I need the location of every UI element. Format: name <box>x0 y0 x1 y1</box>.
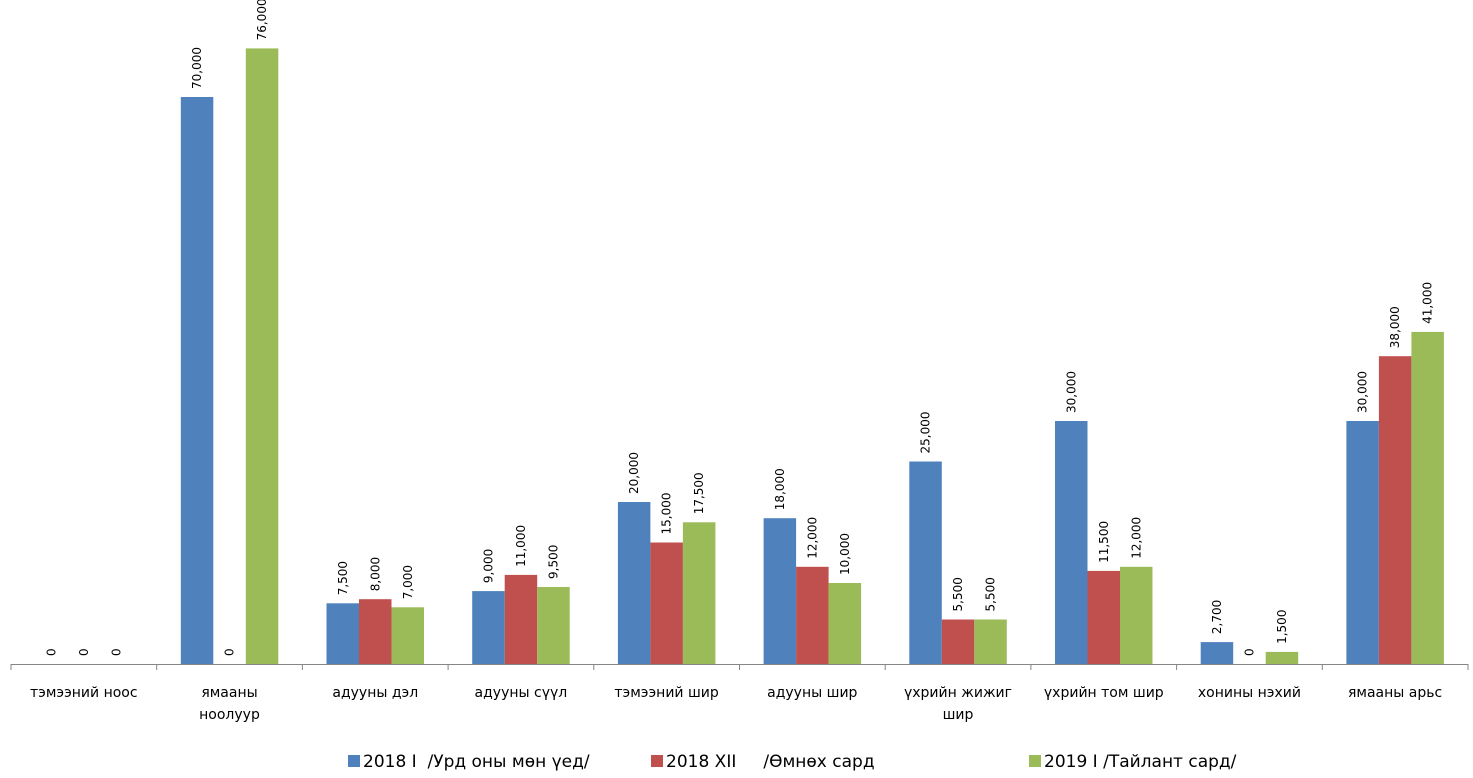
x-tick-label: хонины нэхий <box>1198 685 1301 701</box>
bar <box>326 603 359 665</box>
bar <box>763 518 797 664</box>
data-label: 12,000 <box>805 517 819 559</box>
bar <box>1200 642 1234 664</box>
bar <box>391 607 424 664</box>
data-label: 1,500 <box>1275 610 1289 644</box>
data-label: 17,500 <box>692 472 706 514</box>
x-tick-label: тэмээний шир <box>614 685 718 701</box>
bar <box>359 599 392 664</box>
data-label: 0 <box>77 648 91 656</box>
x-tick-label: ямааны арьс <box>1348 685 1442 701</box>
data-label: 9,000 <box>481 549 495 583</box>
data-label: 11,000 <box>514 525 528 567</box>
data-label: 5,500 <box>984 577 998 611</box>
x-tick-label: үхрийн жижиг <box>904 685 1012 701</box>
bar <box>472 591 505 664</box>
bar <box>974 619 1007 664</box>
bar <box>537 587 570 664</box>
data-label: 76,000 <box>255 0 269 40</box>
data-label: 30,000 <box>1356 371 1370 413</box>
bar <box>245 48 279 664</box>
bar <box>828 583 862 664</box>
bar <box>909 461 942 664</box>
bar <box>1346 421 1379 664</box>
data-label: 7,500 <box>336 561 350 595</box>
data-label: 0 <box>1242 648 1256 656</box>
data-label: 38,000 <box>1388 306 1402 348</box>
data-label: 20,000 <box>627 452 641 494</box>
data-label: 0 <box>44 648 58 656</box>
x-axis: тэмээний ноос ямааны ноолуур адууны дэл адуу… <box>10 664 1469 723</box>
legend-label: 2018 XII /Өмнөх сард <box>666 752 875 772</box>
x-tick-label: үхрийн том шир <box>1044 685 1164 701</box>
bars-layer <box>180 48 1444 665</box>
data-label: 0 <box>109 648 123 656</box>
x-tick-label: шир <box>943 707 974 723</box>
bar <box>1087 570 1120 664</box>
legend-label: 2019 I /Тайлант сард/ <box>1044 752 1237 772</box>
data-label: 12,000 <box>1129 517 1143 559</box>
bar <box>1120 566 1153 664</box>
x-tick-label: адууны шир <box>767 685 857 701</box>
bar <box>1411 331 1444 664</box>
bar <box>1055 421 1088 664</box>
bar <box>796 566 829 664</box>
data-labels-layer: 0 0 0 70,000 0 76,000 7,500 8,000 7,000 9,000 11,0… <box>44 0 1434 656</box>
x-tick-label: адууны дэл <box>332 685 418 701</box>
data-label: 11,500 <box>1097 521 1111 563</box>
bar <box>180 97 214 664</box>
data-label: 8,000 <box>368 557 382 591</box>
data-label: 9,500 <box>546 545 560 579</box>
data-label: 41,000 <box>1421 282 1435 324</box>
data-label: 10,000 <box>838 533 852 575</box>
data-label: 7,000 <box>401 565 415 599</box>
bar <box>617 502 651 664</box>
x-tick-label: тэмээний ноос <box>30 685 138 701</box>
data-label: 0 <box>223 648 237 656</box>
bar <box>504 574 538 664</box>
legend: 2018 I /Урд оны мөн үед/2018 XII /Өмнөх … <box>348 752 1237 772</box>
bar <box>941 619 975 664</box>
legend-label: 2018 I /Урд оны мөн үед/ <box>363 752 590 772</box>
data-label: 18,000 <box>773 468 787 510</box>
legend-swatch <box>651 755 663 767</box>
legend-swatch <box>348 755 360 767</box>
data-label: 25,000 <box>919 412 933 454</box>
data-label: 70,000 <box>190 47 204 89</box>
data-label: 30,000 <box>1064 371 1078 413</box>
x-tick-label: ноолуур <box>199 707 260 723</box>
legend-swatch <box>1029 755 1041 767</box>
data-label: 2,700 <box>1210 600 1224 634</box>
bar <box>682 522 716 665</box>
bar <box>1265 651 1299 664</box>
x-tick-label: ямааны <box>201 685 257 701</box>
bar <box>1378 356 1412 664</box>
x-tick-label: адууны сүүл <box>475 685 568 701</box>
bar <box>650 542 683 664</box>
data-label: 5,500 <box>951 577 965 611</box>
data-label: 15,000 <box>660 493 674 535</box>
